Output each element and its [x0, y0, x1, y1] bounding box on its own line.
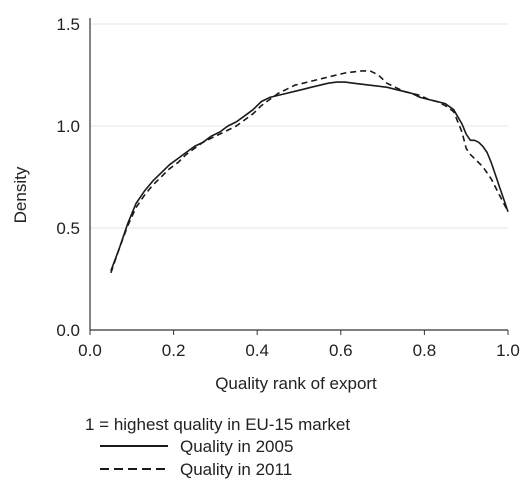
y-tick-label: 1.0 [56, 117, 80, 136]
legend-title: 1 = highest quality in EU-15 market [85, 415, 350, 434]
x-tick-label: 0.4 [245, 341, 269, 360]
series-line-quality-in-2005 [110, 81, 509, 272]
y-tick-label: 0.5 [56, 219, 80, 238]
x-axis-label: Quality rank of export [215, 374, 377, 393]
gridlines [90, 23, 508, 229]
x-tick-label: 0.8 [413, 341, 437, 360]
axes [89, 18, 509, 335]
x-tick-labels: 0.0 0.2 0.4 0.6 0.8 1.0 [78, 341, 520, 360]
y-tick-label: 0.0 [56, 321, 80, 340]
series-lines [110, 70, 509, 274]
legend-entry-label: Quality in 2011 [180, 460, 292, 479]
y-tick-labels: 0.0 0.5 1.0 1.5 [56, 15, 80, 340]
legend-entry-label: Quality in 2005 [180, 437, 293, 456]
series-line-quality-in-2011 [110, 70, 509, 274]
y-tick-label: 1.5 [56, 15, 80, 34]
x-tick-label: 1.0 [496, 341, 520, 360]
y-axis-label: Density [11, 166, 30, 223]
x-tick-label: 0.2 [162, 341, 186, 360]
x-tick-label: 0.6 [329, 341, 353, 360]
legend: 1 = highest quality in EU-15 market Qual… [85, 415, 350, 479]
x-tick-label: 0.0 [78, 341, 102, 360]
